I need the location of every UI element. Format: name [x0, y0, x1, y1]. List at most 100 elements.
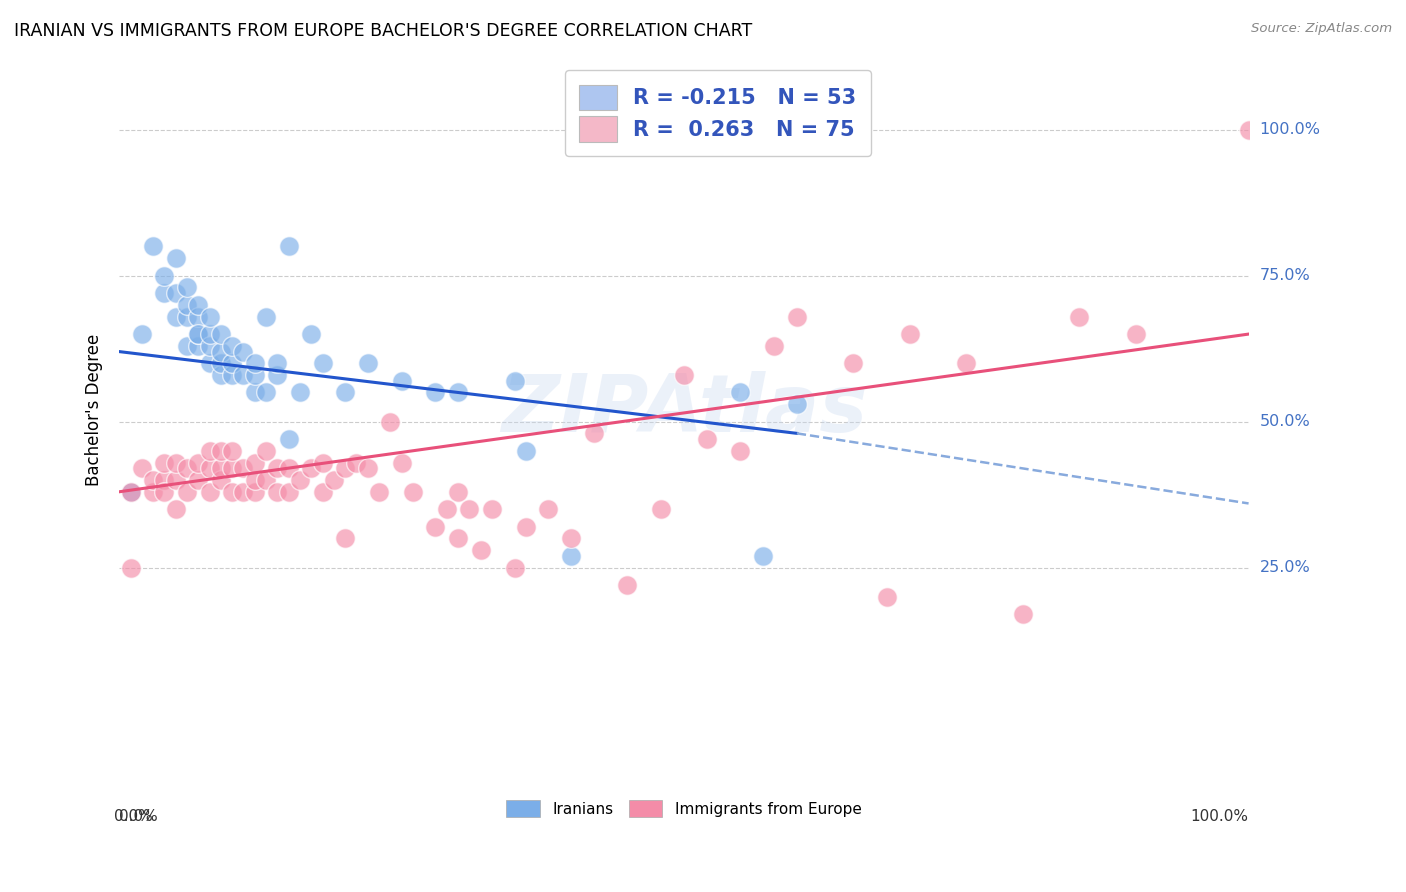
Point — [425, 385, 447, 400]
Point — [537, 502, 560, 516]
Point — [458, 502, 481, 516]
Point — [198, 443, 221, 458]
Point — [165, 310, 187, 324]
Point — [730, 385, 752, 400]
Point — [333, 461, 356, 475]
Point — [288, 473, 311, 487]
Point — [515, 520, 537, 534]
Point — [582, 426, 605, 441]
Text: IRANIAN VS IMMIGRANTS FROM EUROPE BACHELOR'S DEGREE CORRELATION CHART: IRANIAN VS IMMIGRANTS FROM EUROPE BACHEL… — [14, 22, 752, 40]
Point — [447, 532, 470, 546]
Point — [391, 456, 413, 470]
Point — [311, 484, 333, 499]
Point — [198, 310, 221, 324]
Point — [221, 356, 243, 370]
Point — [232, 368, 254, 382]
Point — [198, 356, 221, 370]
Point — [254, 310, 277, 324]
Point — [187, 473, 209, 487]
Point — [221, 339, 243, 353]
Point — [1011, 607, 1033, 622]
Point — [752, 549, 775, 563]
Point — [391, 374, 413, 388]
Point — [209, 368, 232, 382]
Point — [425, 520, 447, 534]
Point — [243, 456, 266, 470]
Point — [266, 356, 288, 370]
Point — [142, 484, 165, 499]
Point — [266, 368, 288, 382]
Point — [503, 560, 526, 574]
Legend: Iranians, Immigrants from Europe: Iranians, Immigrants from Europe — [501, 794, 868, 822]
Point — [232, 344, 254, 359]
Point — [243, 385, 266, 400]
Text: 0.0%: 0.0% — [120, 809, 157, 824]
Point — [165, 251, 187, 265]
Point — [1125, 327, 1147, 342]
Point — [299, 327, 322, 342]
Point — [176, 310, 198, 324]
Point — [198, 339, 221, 353]
Point — [232, 484, 254, 499]
Point — [696, 432, 718, 446]
Point — [120, 484, 142, 499]
Point — [786, 310, 808, 324]
Text: 0.0%: 0.0% — [114, 809, 152, 824]
Point — [560, 532, 582, 546]
Text: 25.0%: 25.0% — [1260, 560, 1310, 575]
Point — [131, 461, 153, 475]
Point — [142, 239, 165, 253]
Point — [176, 484, 198, 499]
Text: 75.0%: 75.0% — [1260, 268, 1310, 283]
Point — [221, 484, 243, 499]
Point — [165, 502, 187, 516]
Point — [221, 443, 243, 458]
Point — [650, 502, 672, 516]
Point — [243, 473, 266, 487]
Point — [254, 385, 277, 400]
Point — [277, 461, 299, 475]
Point — [277, 239, 299, 253]
Point — [209, 473, 232, 487]
Point — [786, 397, 808, 411]
Point — [842, 356, 865, 370]
Point — [198, 484, 221, 499]
Point — [120, 484, 142, 499]
Point — [187, 298, 209, 312]
Text: Source: ZipAtlas.com: Source: ZipAtlas.com — [1251, 22, 1392, 36]
Point — [288, 385, 311, 400]
Point — [176, 339, 198, 353]
Point — [221, 368, 243, 382]
Point — [243, 356, 266, 370]
Point — [311, 356, 333, 370]
Point — [470, 543, 492, 558]
Point — [243, 368, 266, 382]
Point — [1237, 122, 1260, 136]
Point — [616, 578, 638, 592]
Point — [153, 456, 176, 470]
Y-axis label: Bachelor's Degree: Bachelor's Degree — [86, 334, 103, 486]
Point — [299, 461, 322, 475]
Point — [481, 502, 503, 516]
Point — [515, 443, 537, 458]
Point — [266, 484, 288, 499]
Point — [187, 310, 209, 324]
Point — [277, 484, 299, 499]
Point — [165, 456, 187, 470]
Point — [176, 461, 198, 475]
Point — [209, 327, 232, 342]
Point — [187, 327, 209, 342]
Point — [153, 268, 176, 283]
Point — [131, 327, 153, 342]
Point — [153, 484, 176, 499]
Text: ZIPAtlas: ZIPAtlas — [501, 371, 868, 449]
Point — [368, 484, 391, 499]
Point — [209, 443, 232, 458]
Point — [153, 473, 176, 487]
Point — [198, 461, 221, 475]
Point — [176, 298, 198, 312]
Point — [120, 560, 142, 574]
Point — [402, 484, 425, 499]
Point — [672, 368, 695, 382]
Point — [176, 280, 198, 294]
